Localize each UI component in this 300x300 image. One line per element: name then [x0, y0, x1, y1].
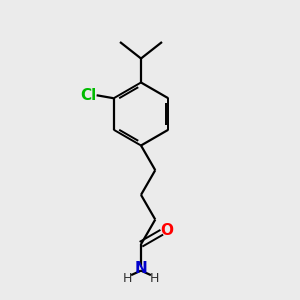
Text: O: O — [161, 223, 174, 238]
Text: N: N — [135, 261, 147, 276]
Text: H: H — [123, 272, 132, 285]
Text: Cl: Cl — [80, 88, 96, 103]
Text: H: H — [150, 272, 159, 285]
